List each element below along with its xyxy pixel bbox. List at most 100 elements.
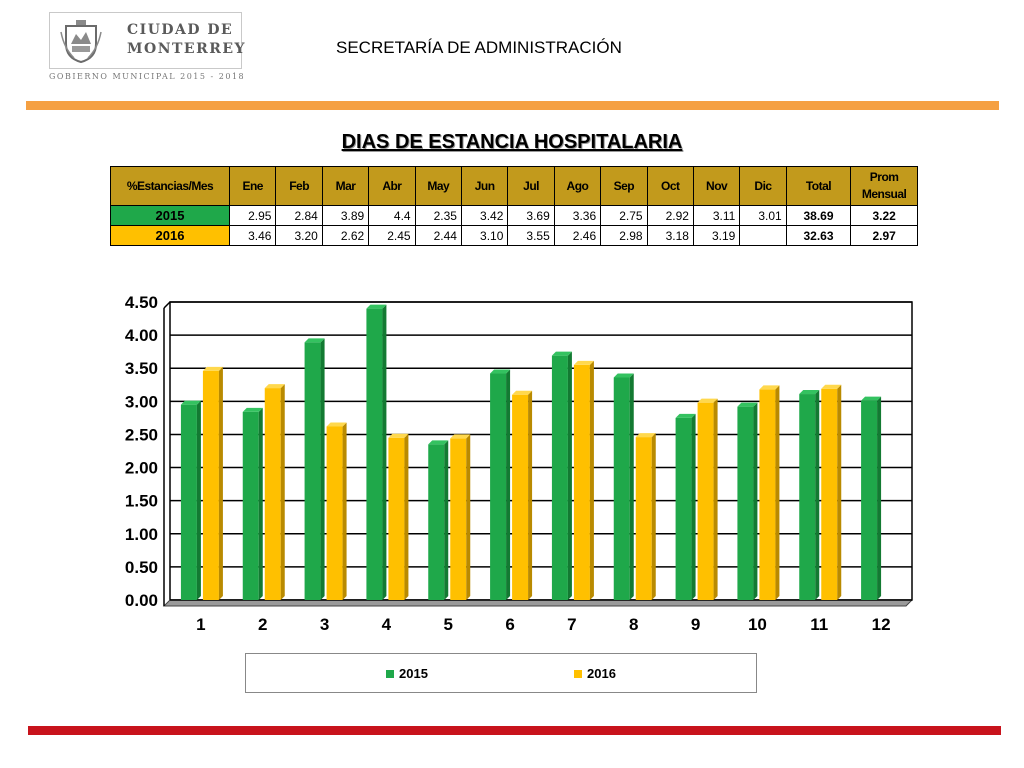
bar-2016-11-top: [821, 384, 842, 389]
bar-2015-12-top: [861, 396, 882, 401]
bar-2015-5: [428, 444, 445, 600]
bar-2015-5-side: [444, 440, 449, 600]
x-tick-label: 10: [748, 615, 767, 634]
bar-2015-12: [861, 400, 878, 600]
table-header-cell: Jun: [460, 166, 509, 206]
bar-2015-6: [490, 373, 507, 600]
table-cell: 3.42: [460, 205, 509, 226]
bar-2015-4-side: [382, 304, 387, 600]
logo-tagline: GOBIERNO MUNICIPAL 2015 - 2018: [49, 72, 246, 81]
bar-2015-2-side: [258, 407, 263, 600]
x-tick-label: 4: [382, 615, 392, 634]
bar-2016-2: [264, 388, 281, 600]
data-table: %Estancias/Mes Ene Feb Mar Abr May Jun J…: [109, 166, 918, 246]
bar-2015-7: [551, 355, 568, 600]
bar-2015-3-top: [304, 338, 325, 343]
bar-2016-5-top: [450, 434, 471, 439]
bar-2016-11: [821, 388, 838, 600]
y-tick-label: 3.00: [125, 392, 158, 411]
bar-2016-11-side: [837, 384, 842, 600]
table-row: 2015 2.95 2.84 3.89 4.4 2.35 3.42 3.69 3…: [109, 205, 918, 226]
header-title: SECRETARÍA DE ADMINISTRACIÓN: [336, 38, 622, 57]
bar-2015-5-top: [428, 440, 449, 445]
bar-2016-2-side: [280, 384, 285, 600]
table-header-row: %Estancias/Mes Ene Feb Mar Abr May Jun J…: [109, 166, 918, 206]
legend-item-2016: 2016: [574, 666, 616, 681]
bar-2015-2-top: [242, 407, 263, 412]
table-header-cell: Mar: [321, 166, 370, 206]
bar-2016-8-side: [651, 433, 656, 600]
city-crest-icon: [60, 20, 102, 64]
x-tick-label: 6: [505, 615, 514, 634]
bar-2015-6-top: [490, 369, 511, 374]
legend-label: 2015: [399, 666, 428, 681]
table-header-cell: Ago: [553, 166, 602, 206]
table-cell-avg: 2.97: [850, 225, 918, 246]
table-cell: 3.01: [739, 205, 787, 226]
bar-2015-10: [737, 406, 754, 600]
bar-2015-1: [180, 404, 197, 600]
x-tick-label: 1: [196, 615, 205, 634]
legend-label: 2016: [587, 666, 616, 681]
bar-2016-10-top: [759, 385, 780, 390]
bar-2015-11-side: [815, 390, 820, 600]
table-header-cell: Oct: [646, 166, 694, 206]
bar-2016-5-side: [466, 434, 471, 600]
bar-2016-4-side: [404, 433, 409, 600]
bar-2015-1-side: [196, 400, 201, 600]
legend-swatch-2015: [386, 670, 394, 678]
bar-2015-7-top: [551, 351, 572, 356]
bar-2016-4: [388, 437, 405, 600]
bar-2016-1-top: [202, 366, 223, 371]
y-tick-label: 2.00: [125, 459, 158, 478]
bar-2016-6: [512, 394, 529, 600]
bar-2015-8-top: [613, 373, 634, 378]
bar-2015-3-side: [320, 338, 325, 600]
x-tick-label: 3: [320, 615, 329, 634]
bar-2016-10: [759, 389, 776, 600]
bar-2016-2-top: [264, 384, 285, 389]
bar-2015-9-side: [691, 413, 696, 600]
legend-item-2015: 2015: [386, 666, 428, 681]
table-cell: 3.18: [646, 225, 694, 246]
x-tick-label: 2: [258, 615, 267, 634]
bar-2015-9-top: [675, 413, 696, 418]
y-tick-label: 4.50: [125, 293, 158, 312]
x-tick-label: 7: [567, 615, 576, 634]
bar-2016-4-top: [388, 433, 409, 438]
table-cell: 2.46: [553, 225, 602, 246]
logo: CIUDAD DE MONTERREY: [49, 12, 245, 69]
chart-floor: [162, 599, 914, 607]
page-title: DIAS DE ESTANCIA HOSPITALARIA: [341, 131, 683, 153]
bar-2016-9-side: [713, 398, 718, 600]
table-cell: 2.44: [414, 225, 462, 246]
bar-2015-9: [675, 417, 692, 600]
plot-area: [169, 301, 913, 601]
table-cell: 3.55: [507, 225, 555, 246]
table-cell-total: 32.63: [785, 225, 852, 246]
table-cell: 2.45: [368, 225, 416, 246]
bar-2016-9-top: [697, 398, 718, 403]
bar-2015-1-top: [180, 400, 201, 405]
legend-swatch-2016: [574, 670, 582, 678]
table-cell: 2.75: [600, 205, 648, 226]
table-cell: 3.89: [321, 205, 370, 226]
bar-2015-4-top: [366, 304, 387, 309]
plot-edge: [163, 301, 171, 309]
footer-divider: [28, 726, 1001, 735]
x-tick-label: 9: [691, 615, 700, 634]
y-tick-label: 1.50: [125, 492, 158, 511]
bar-2016-6-top: [512, 390, 533, 395]
bar-2015-12-side: [877, 396, 882, 600]
table-row: 2016 3.46 3.20 2.62 2.45 2.44 3.10 3.55 …: [109, 225, 918, 246]
table-cell: 3.11: [692, 205, 741, 226]
y-tick-label: 2.50: [125, 425, 158, 444]
table-cell: 3.46: [229, 225, 277, 246]
table-header-cell: Abr: [368, 166, 416, 206]
bar-2016-7-top: [573, 360, 594, 365]
bar-2015-10-top: [737, 402, 758, 407]
bar-2016-9: [697, 402, 714, 600]
x-tick-label: 5: [444, 615, 453, 634]
bar-2015-4: [366, 308, 383, 600]
